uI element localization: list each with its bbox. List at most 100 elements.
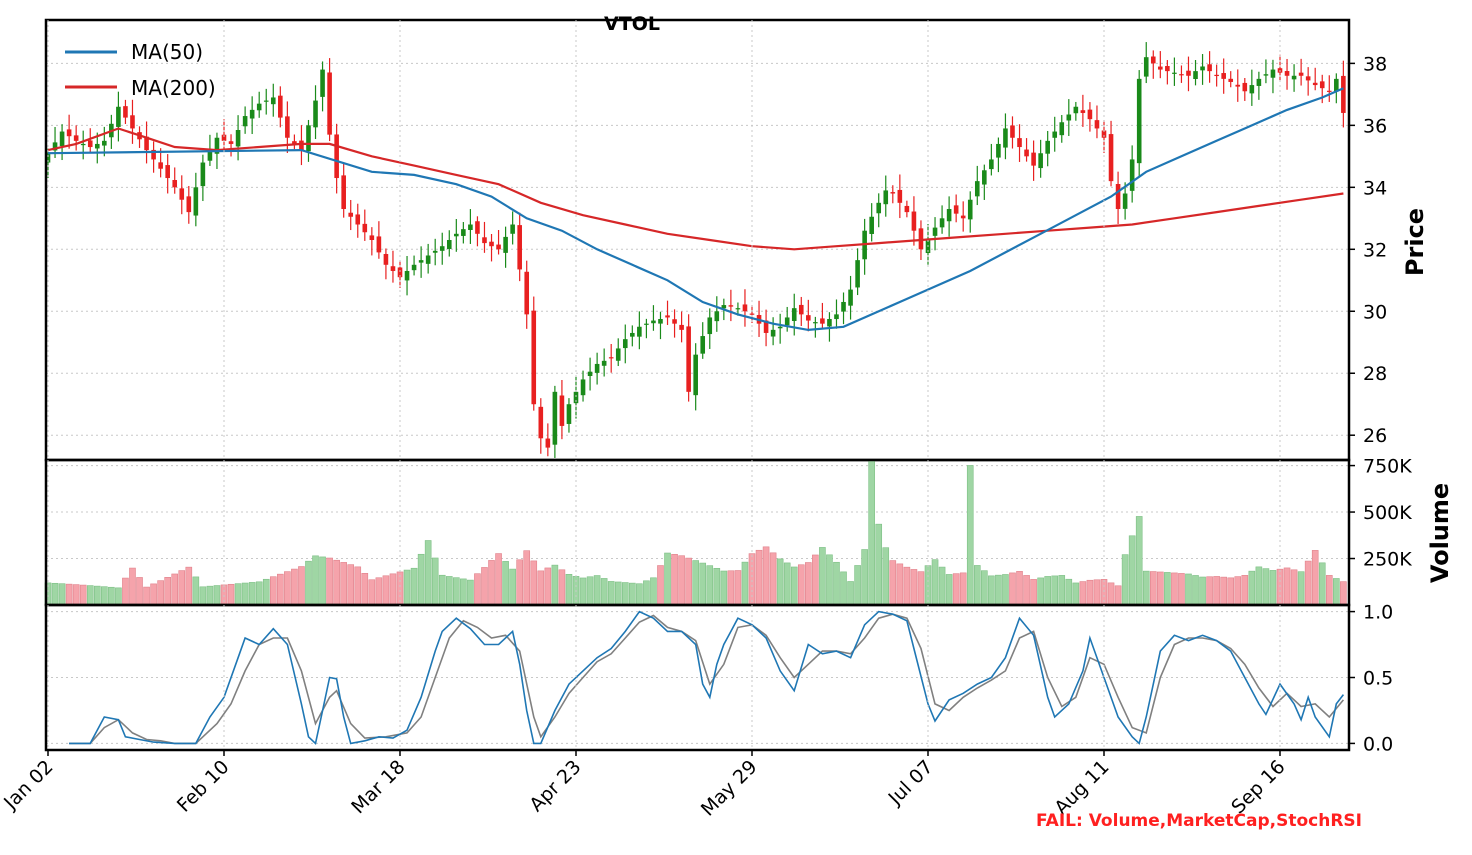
volume-bar bbox=[650, 577, 657, 606]
volume-bar bbox=[938, 566, 946, 606]
volume-bar bbox=[621, 582, 629, 606]
volume-bar bbox=[1290, 569, 1298, 606]
volume-bar bbox=[150, 583, 157, 606]
candle-body bbox=[341, 175, 346, 210]
volume-tick-label: 250K bbox=[1363, 549, 1412, 571]
volume-bar bbox=[840, 571, 847, 606]
volume-bar bbox=[347, 564, 355, 606]
candle-body bbox=[1242, 82, 1248, 92]
candle-body bbox=[728, 305, 734, 307]
candle-body bbox=[278, 95, 283, 118]
candle-body bbox=[503, 236, 508, 253]
candle-body bbox=[186, 196, 192, 213]
candle-body bbox=[644, 323, 649, 325]
candle-body bbox=[172, 180, 178, 188]
candle-body bbox=[482, 237, 487, 244]
candle-body bbox=[299, 140, 304, 151]
legend-label-ma200: MA(200) bbox=[131, 76, 216, 100]
volume-bar bbox=[882, 547, 890, 606]
candle-body bbox=[1165, 66, 1170, 72]
volume-bar bbox=[945, 574, 953, 606]
price-tick-label: 38 bbox=[1363, 53, 1387, 75]
candle-body bbox=[221, 134, 227, 141]
volume-bar bbox=[389, 573, 397, 606]
volume-bar bbox=[671, 554, 678, 606]
volume-bar bbox=[565, 574, 573, 606]
candle-body bbox=[932, 227, 938, 236]
volume-bar bbox=[178, 570, 186, 606]
volume-bar bbox=[910, 569, 918, 606]
candle-body bbox=[313, 100, 318, 128]
candle-body bbox=[270, 97, 276, 105]
candle-body bbox=[1094, 120, 1100, 129]
volume-bar bbox=[678, 555, 685, 606]
volume-bar bbox=[1213, 576, 1220, 606]
candle-body bbox=[637, 326, 642, 337]
volume-bar bbox=[1121, 554, 1129, 606]
x-tick-label: May 29 bbox=[697, 756, 762, 821]
candle-body bbox=[608, 357, 614, 359]
candle-body bbox=[1122, 193, 1128, 209]
candle-body bbox=[362, 223, 368, 233]
volume-bar bbox=[1206, 576, 1213, 606]
volume-bar bbox=[361, 573, 369, 606]
candle-body bbox=[742, 304, 748, 312]
volume-bar bbox=[523, 550, 531, 606]
volume-bar bbox=[981, 570, 988, 606]
volume-bar bbox=[58, 583, 66, 606]
price-panel: 26 28 30 32 34 36 38 bbox=[44, 18, 1387, 462]
volume-bar bbox=[108, 586, 115, 606]
candle-body bbox=[348, 212, 354, 217]
candle-body bbox=[946, 209, 952, 222]
candle-body bbox=[165, 165, 170, 179]
candle-body bbox=[1298, 72, 1304, 76]
volume-bar bbox=[101, 586, 108, 606]
volume-bar bbox=[847, 581, 854, 606]
volume-bar bbox=[614, 581, 622, 606]
candle-body bbox=[798, 304, 804, 315]
candle-body bbox=[1059, 122, 1065, 136]
candle-body bbox=[1031, 152, 1036, 166]
candle-body bbox=[327, 72, 332, 135]
volume-bar bbox=[1023, 575, 1030, 606]
volume-bar bbox=[1058, 575, 1066, 606]
price-tick-label: 36 bbox=[1363, 115, 1387, 137]
volume-bar bbox=[1318, 562, 1326, 606]
candle-body bbox=[813, 322, 818, 324]
volume-bar bbox=[171, 573, 179, 606]
volume-bar bbox=[861, 549, 868, 606]
volume-bar bbox=[1220, 576, 1227, 606]
candle-body bbox=[1129, 159, 1135, 191]
candle-body bbox=[1115, 184, 1121, 210]
volume-panel: 250K 500K 750K bbox=[44, 456, 1412, 607]
volume-bar bbox=[854, 565, 861, 606]
candle-body bbox=[953, 205, 959, 214]
volume-tick-label: 500K bbox=[1363, 502, 1412, 524]
candle-body bbox=[256, 103, 262, 111]
volume-bar bbox=[481, 567, 488, 606]
candle-body bbox=[102, 140, 107, 146]
volume-bar bbox=[819, 547, 826, 606]
volume-bar bbox=[122, 577, 129, 606]
candle-body bbox=[1263, 74, 1269, 76]
volume-bar bbox=[488, 560, 495, 606]
volume-bar bbox=[136, 577, 143, 606]
candle-body bbox=[320, 69, 325, 97]
volume-bar bbox=[445, 576, 453, 606]
candle-body bbox=[1249, 85, 1255, 94]
volume-bar bbox=[917, 571, 925, 606]
volume-bar bbox=[262, 578, 270, 606]
candle-body bbox=[1172, 72, 1177, 74]
volume-bar bbox=[509, 568, 516, 606]
volume-bar bbox=[959, 572, 967, 606]
candle-body bbox=[397, 267, 403, 278]
volume-bar bbox=[1037, 577, 1044, 606]
volume-bar bbox=[129, 567, 136, 606]
volume-bar bbox=[1149, 571, 1157, 606]
volume-bar bbox=[805, 562, 812, 606]
candle-body bbox=[672, 319, 677, 324]
candle-body bbox=[827, 319, 832, 327]
candle-body bbox=[1010, 125, 1015, 138]
candle-body bbox=[974, 181, 980, 197]
stoch-tick-label: 0.5 bbox=[1363, 668, 1393, 690]
